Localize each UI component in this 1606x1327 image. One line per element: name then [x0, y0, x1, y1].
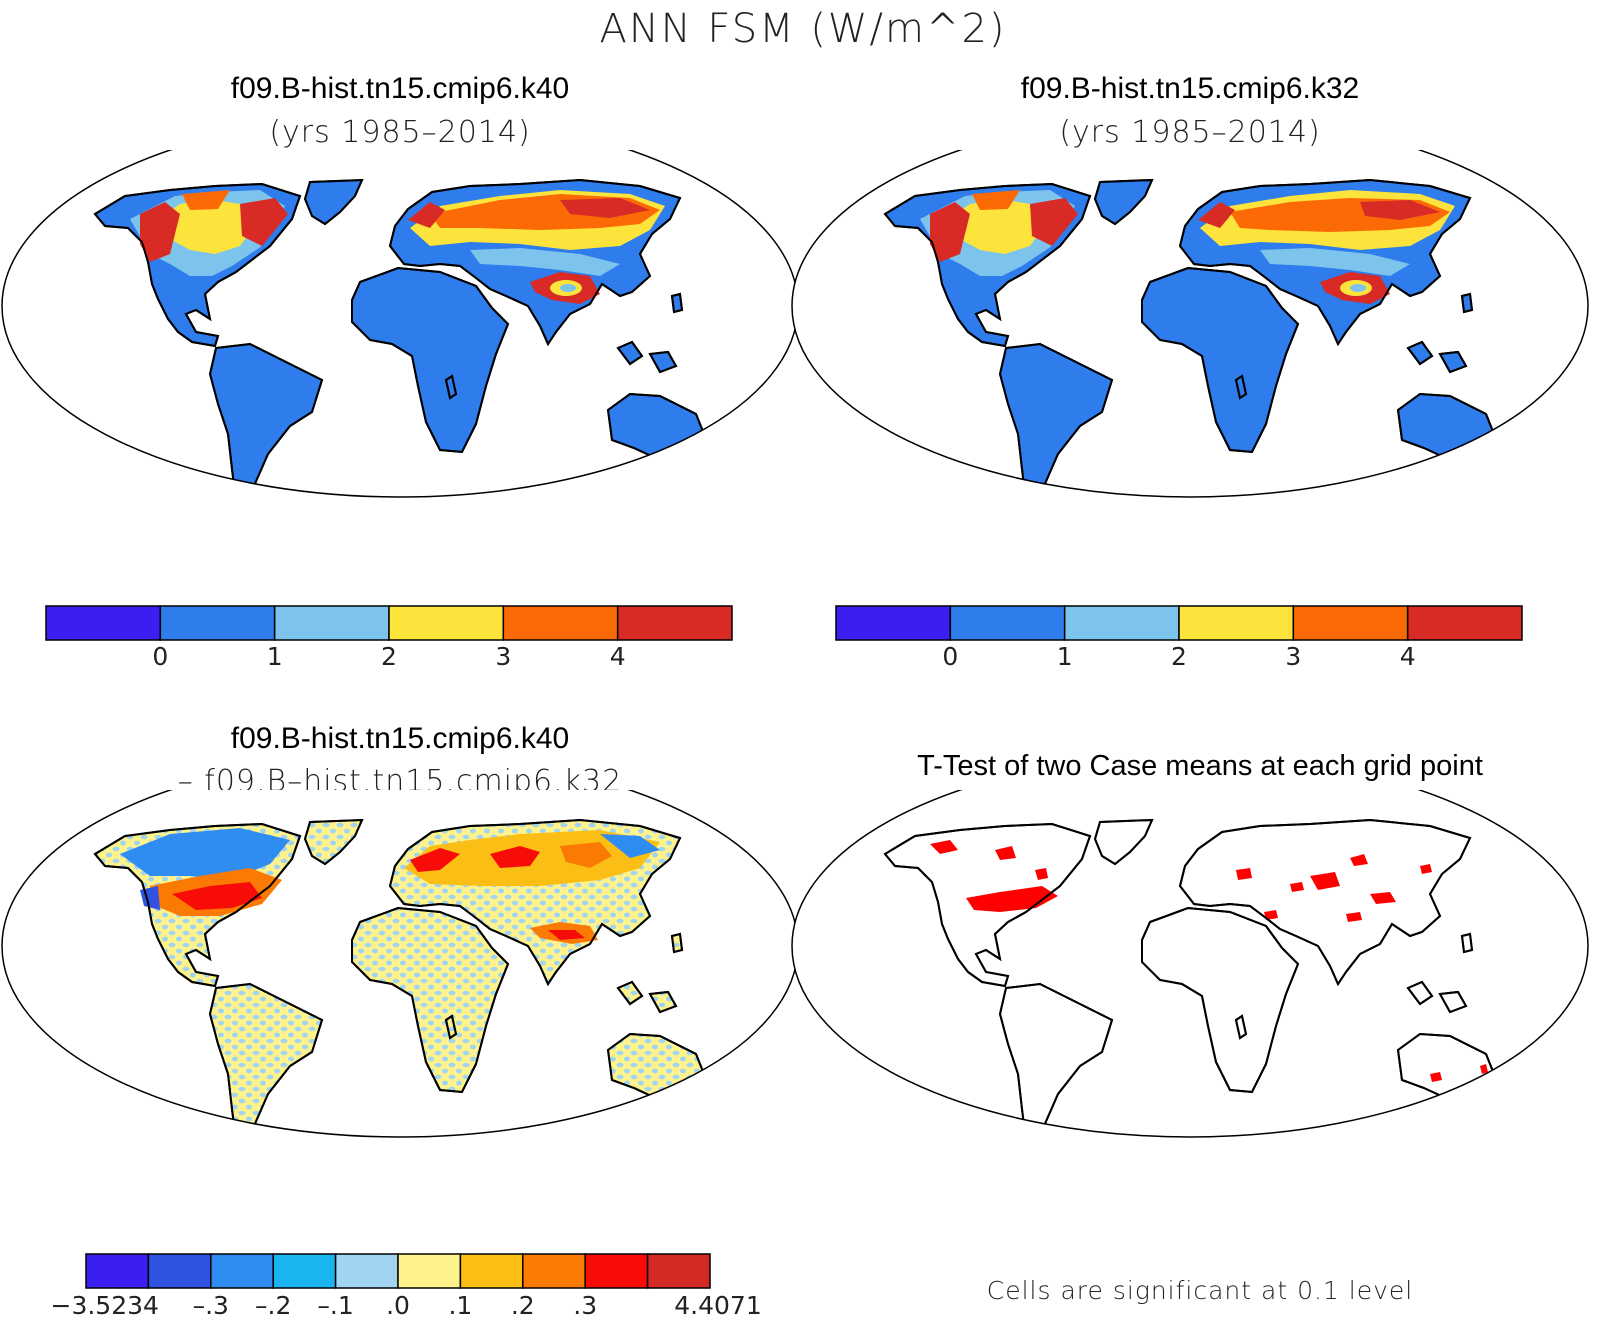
colorbar-cell — [45, 605, 162, 641]
colorbar-cell — [273, 605, 390, 641]
colorbar-cell — [272, 1253, 337, 1289]
colorbar-cell — [459, 1253, 524, 1289]
map-bottom-right-ttest — [791, 790, 1589, 1138]
colorbar-cell — [646, 1253, 711, 1289]
colorbar-cell — [388, 605, 505, 641]
colorbar-cell — [1406, 605, 1523, 641]
colorbar-bottom-left-labels: −3.5234 –.3 –.2 –.1 .0 .1 .2 .3 4.4071 — [51, 1291, 762, 1320]
colorbar-top-left-cells — [45, 605, 733, 641]
colorbar-cell — [147, 1253, 212, 1289]
map-bottom-left-difference — [1, 790, 799, 1138]
colorbar-tick-label: 2 — [1171, 642, 1187, 671]
colorbar-top-right-cells — [835, 605, 1523, 641]
panel-tr-case-title: f09.B-hist.tn15.cmip6.k32 — [1020, 72, 1360, 105]
colorbar-tick-label: 1 — [267, 642, 283, 671]
colorbar-cell — [1292, 605, 1409, 641]
colorbar-bottom-left: −3.5234 –.3 –.2 –.1 .0 .1 .2 .3 4.4071 — [51, 1253, 762, 1320]
colorbar-tick-label: 0 — [152, 642, 168, 671]
colorbar-tick-label: 4 — [610, 642, 626, 671]
colorbar-cell — [835, 605, 952, 641]
colorbar-cell — [522, 1253, 586, 1289]
colorbar-tick-label: 1 — [1057, 642, 1073, 671]
figure-title: ANN FSM (W/m^2) — [599, 6, 1007, 52]
colorbar-tick-label: –.3 — [193, 1291, 229, 1320]
colorbar-tick-label: 0 — [942, 642, 958, 671]
colorbar-tick-label: .0 — [386, 1291, 410, 1320]
colorbar-bottom-left-cells — [85, 1253, 711, 1289]
panel-br-title: T-Test of two Case means at each grid po… — [917, 750, 1483, 782]
colorbar-tick-label: 4.4071 — [674, 1291, 761, 1320]
colorbar-tick-label: 2 — [381, 642, 397, 671]
panel-br-significance-note: Cells are significant at 0.1 level — [986, 1276, 1414, 1305]
colorbar-tick-label: –.1 — [317, 1291, 353, 1320]
colorbar-cell — [210, 1253, 274, 1289]
colorbar-cell — [1063, 605, 1180, 641]
colorbar-tick-label: 4 — [1400, 642, 1416, 671]
map-top-left — [1, 150, 799, 498]
panel-tl-years: (yrs 1985–2014) — [269, 115, 531, 150]
colorbar-cell — [397, 1253, 462, 1289]
colorbar-tick-label: 3 — [495, 642, 511, 671]
colorbar-tick-label: −3.5234 — [51, 1291, 159, 1320]
colorbar-cell — [159, 605, 276, 641]
colorbar-top-left-labels: 0 1 2 3 4 — [152, 642, 625, 671]
colorbar-cell — [616, 605, 733, 641]
colorbar-tick-label: –.2 — [255, 1291, 291, 1320]
colorbar-cell — [502, 605, 619, 641]
colorbar-top-right-labels: 0 1 2 3 4 — [942, 642, 1415, 671]
colorbar-cell — [949, 605, 1066, 641]
map-top-right — [791, 150, 1589, 498]
colorbar-tick-label: 3 — [1285, 642, 1301, 671]
panel-bl-title-line1: f09.B-hist.tn15.cmip6.k40 — [230, 722, 570, 755]
colorbar-cell — [334, 1253, 399, 1289]
colorbar-top-left: 0 1 2 3 4 — [45, 605, 733, 671]
colorbar-tick-label: .2 — [511, 1291, 535, 1320]
panel-tr-years: (yrs 1985–2014) — [1059, 115, 1321, 150]
panel-tl-case-title: f09.B-hist.tn15.cmip6.k40 — [230, 72, 570, 105]
colorbar-cell — [85, 1253, 150, 1289]
colorbar-cell — [584, 1253, 649, 1289]
colorbar-tick-label: .3 — [573, 1291, 597, 1320]
colorbar-top-right: 0 1 2 3 4 — [835, 605, 1523, 671]
colorbar-tick-label: .1 — [448, 1291, 472, 1320]
colorbar-cell — [1178, 605, 1295, 641]
